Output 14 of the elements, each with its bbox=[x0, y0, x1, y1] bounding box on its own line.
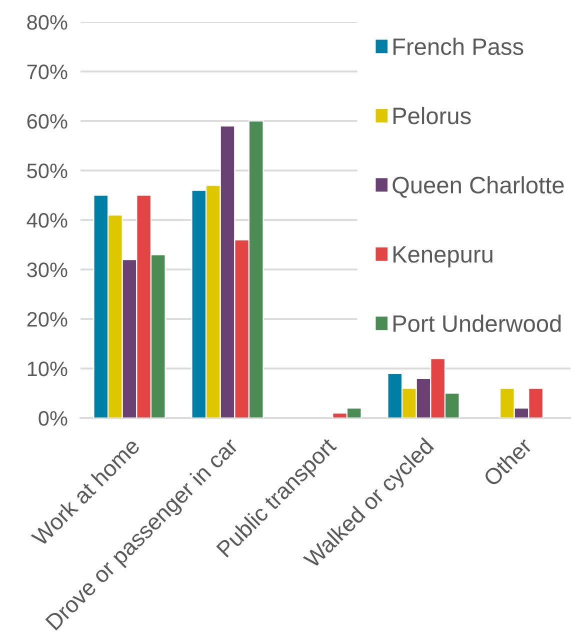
y-tick-label: 20% bbox=[27, 312, 68, 327]
y-tick-label: 30% bbox=[27, 262, 68, 278]
y-tick-label: 10% bbox=[28, 362, 68, 376]
y-tick-label: 80% bbox=[27, 15, 68, 30]
y-tick-label: 70% bbox=[27, 64, 68, 80]
legend-label: Kenepuru bbox=[393, 246, 492, 268]
legend-label: Queen Charlotte bbox=[392, 176, 564, 198]
y-tick-label: 60% bbox=[27, 114, 68, 129]
legend-label: Pelorus bbox=[393, 106, 471, 124]
y-tick-label: 50% bbox=[27, 164, 68, 178]
legend-label: French Pass bbox=[393, 38, 524, 56]
y-tick-label: 40% bbox=[26, 213, 68, 228]
y-tick-label: 0% bbox=[38, 411, 68, 426]
legend-label: Port Underwood bbox=[393, 314, 561, 332]
